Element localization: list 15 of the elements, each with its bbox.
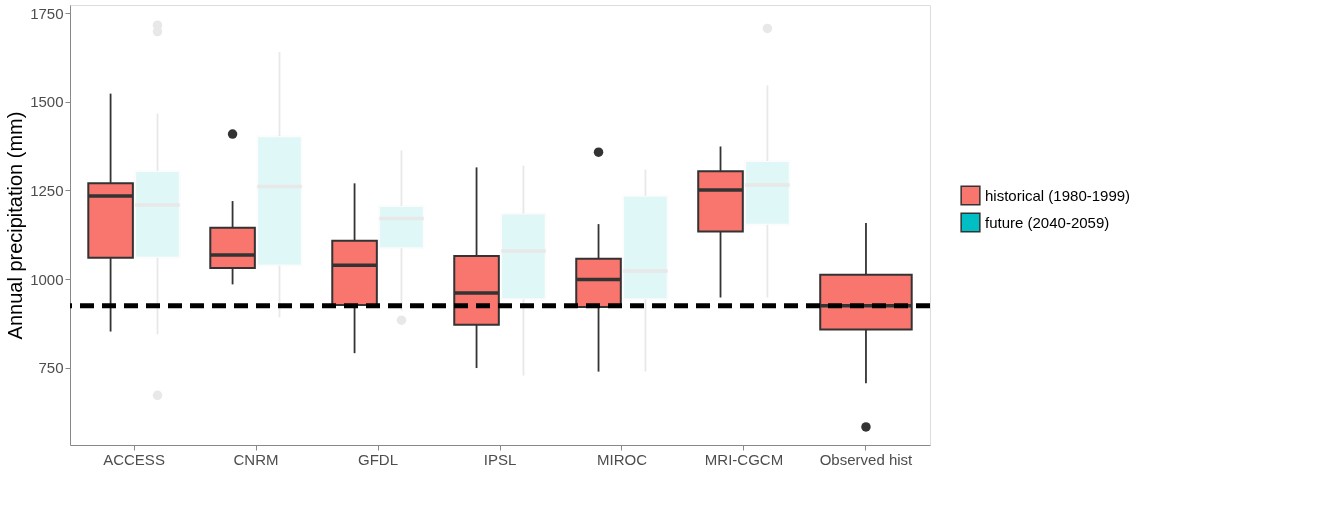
x-tick-label: GFDL	[358, 450, 399, 468]
x-tick-label: Observed hist	[819, 450, 914, 468]
x-tick-label: MIROC	[596, 450, 648, 468]
x-tick-label: MRI-CGCM	[704, 450, 784, 468]
legend-label: historical (1980-1999)	[985, 186, 1131, 204]
x-tick-label: IPSL	[483, 450, 517, 468]
y-axis-title: Annual precipitation (mm)	[4, 111, 27, 340]
y-tick-label: 1000	[30, 270, 64, 288]
x-tick-label: ACCESS	[103, 450, 165, 468]
y-tick-label: 1500	[30, 93, 64, 111]
x-tick-label: CNRM	[233, 450, 279, 468]
y-tick-label: 1250	[30, 181, 64, 199]
y-tick-label: 750	[38, 359, 64, 377]
legend-label: future (2040-2059)	[985, 213, 1110, 231]
y-tick-label: 1750	[30, 4, 64, 22]
